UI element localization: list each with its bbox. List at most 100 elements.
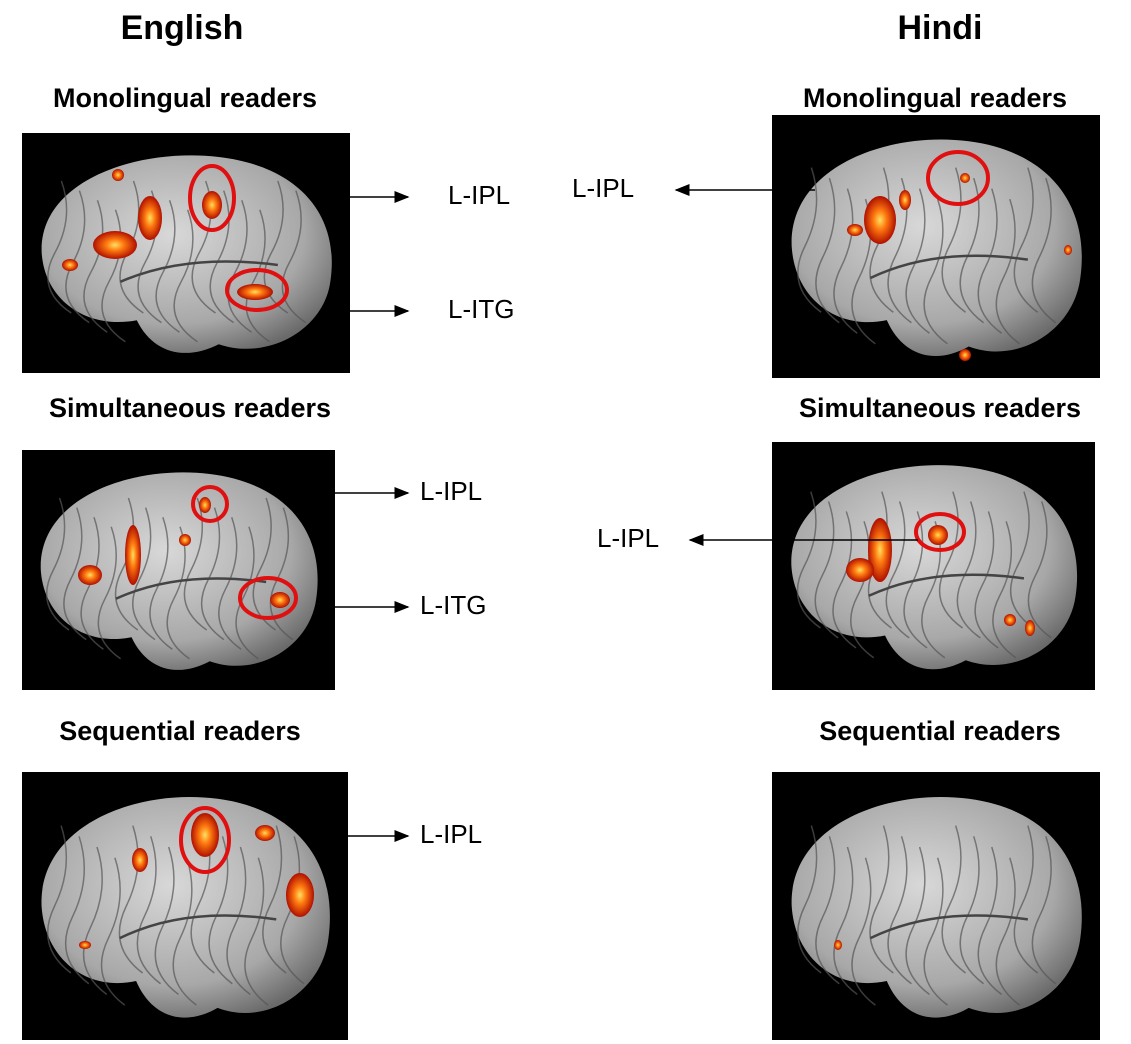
sulcus bbox=[1013, 167, 1039, 313]
sulcus bbox=[226, 846, 251, 996]
activation bbox=[960, 173, 970, 183]
sulcus bbox=[173, 209, 198, 343]
sulcus bbox=[941, 167, 966, 313]
sulcus bbox=[833, 188, 858, 334]
group-label: Simultaneous readers bbox=[799, 393, 1081, 423]
sulcus bbox=[797, 167, 822, 313]
sulcus bbox=[47, 180, 72, 314]
sulcus bbox=[941, 825, 966, 974]
activation bbox=[868, 518, 892, 582]
brain bbox=[41, 155, 332, 353]
group-label: Simultaneous readers bbox=[49, 393, 331, 423]
sulcus bbox=[992, 521, 1017, 659]
sulcus bbox=[851, 857, 876, 1006]
activation bbox=[847, 224, 863, 236]
sulcus bbox=[905, 846, 930, 996]
sulcus bbox=[154, 846, 179, 996]
column-title: English bbox=[121, 9, 244, 47]
sulcus bbox=[815, 177, 840, 324]
sulcus bbox=[245, 209, 271, 343]
sulcus bbox=[280, 836, 305, 985]
column-title: Hindi bbox=[898, 9, 983, 47]
activation bbox=[899, 190, 911, 210]
sulcus bbox=[82, 846, 108, 996]
brain bbox=[791, 139, 1082, 356]
sulcus bbox=[172, 857, 197, 1006]
activation bbox=[191, 813, 219, 857]
sulcus bbox=[136, 836, 161, 985]
activation bbox=[62, 259, 78, 271]
sulcus bbox=[833, 846, 858, 996]
region-label: L-ITG bbox=[448, 294, 514, 324]
activation bbox=[286, 873, 314, 917]
sulcus bbox=[903, 511, 928, 649]
sulcus bbox=[923, 198, 948, 345]
sulcus bbox=[262, 825, 287, 974]
sulcus bbox=[814, 501, 839, 639]
sulcus bbox=[100, 857, 126, 1006]
sulcus bbox=[119, 260, 279, 283]
sulcus bbox=[869, 254, 1029, 280]
highlight-circle bbox=[238, 576, 298, 620]
highlight-circle bbox=[191, 485, 229, 523]
sulcus bbox=[63, 507, 87, 641]
sulcus bbox=[244, 857, 269, 1006]
sulcus bbox=[227, 199, 253, 333]
sulcus bbox=[263, 180, 289, 314]
group-label: Sequential readers bbox=[59, 716, 301, 746]
activation bbox=[237, 284, 273, 300]
brain bbox=[40, 472, 318, 670]
sulcus bbox=[832, 511, 857, 649]
sulcus bbox=[235, 526, 259, 660]
group-label: Monolingual readers bbox=[53, 83, 317, 113]
brain-image bbox=[22, 772, 348, 1040]
group-label: Monolingual readers bbox=[803, 83, 1067, 113]
sulcus bbox=[1009, 491, 1035, 629]
sulcus bbox=[281, 190, 307, 324]
sulcus bbox=[974, 511, 999, 649]
sulcus bbox=[166, 526, 190, 660]
region-label: L-IPL bbox=[420, 476, 482, 506]
activation bbox=[1025, 620, 1035, 636]
activation bbox=[255, 825, 275, 841]
sulcus bbox=[885, 501, 910, 639]
highlight-circle bbox=[179, 806, 231, 874]
brain bbox=[791, 797, 1082, 1018]
sulcus bbox=[1031, 836, 1057, 985]
brain-image bbox=[22, 133, 350, 373]
brain-image bbox=[22, 450, 335, 690]
sulcus bbox=[80, 516, 104, 650]
activation bbox=[270, 592, 290, 608]
sulcus bbox=[97, 526, 122, 660]
sulcus bbox=[1031, 177, 1057, 324]
sulcus bbox=[45, 497, 70, 631]
activation bbox=[93, 231, 137, 259]
activation bbox=[846, 558, 874, 582]
sulcus bbox=[905, 188, 930, 334]
sulcus bbox=[1013, 825, 1039, 974]
activation bbox=[864, 196, 896, 244]
sulcus bbox=[115, 577, 267, 600]
sulcus bbox=[977, 188, 1003, 334]
highlight-circle bbox=[225, 268, 289, 312]
sulcus bbox=[977, 846, 1003, 996]
activation bbox=[202, 191, 222, 219]
sulcus bbox=[149, 516, 173, 650]
sulcus bbox=[119, 914, 277, 940]
sulcus bbox=[995, 857, 1021, 1006]
activation bbox=[959, 349, 971, 361]
brain-image bbox=[772, 772, 1100, 1040]
sulcus bbox=[923, 857, 948, 1006]
sulcus bbox=[83, 199, 108, 333]
highlight-circle bbox=[926, 150, 990, 206]
region-label: L-IPL bbox=[572, 173, 634, 203]
sulcus bbox=[64, 836, 90, 985]
sulcus bbox=[938, 491, 963, 629]
sulcus bbox=[155, 199, 180, 333]
sulcus bbox=[797, 825, 822, 974]
activation bbox=[112, 169, 124, 181]
brain-image bbox=[772, 442, 1095, 690]
sulcus bbox=[218, 516, 242, 650]
brain bbox=[41, 797, 330, 1018]
